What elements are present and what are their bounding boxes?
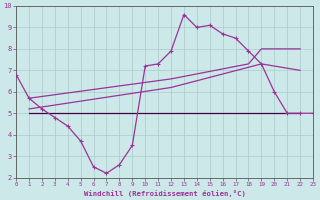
X-axis label: Windchill (Refroidissement éolien,°C): Windchill (Refroidissement éolien,°C) [84,190,245,197]
